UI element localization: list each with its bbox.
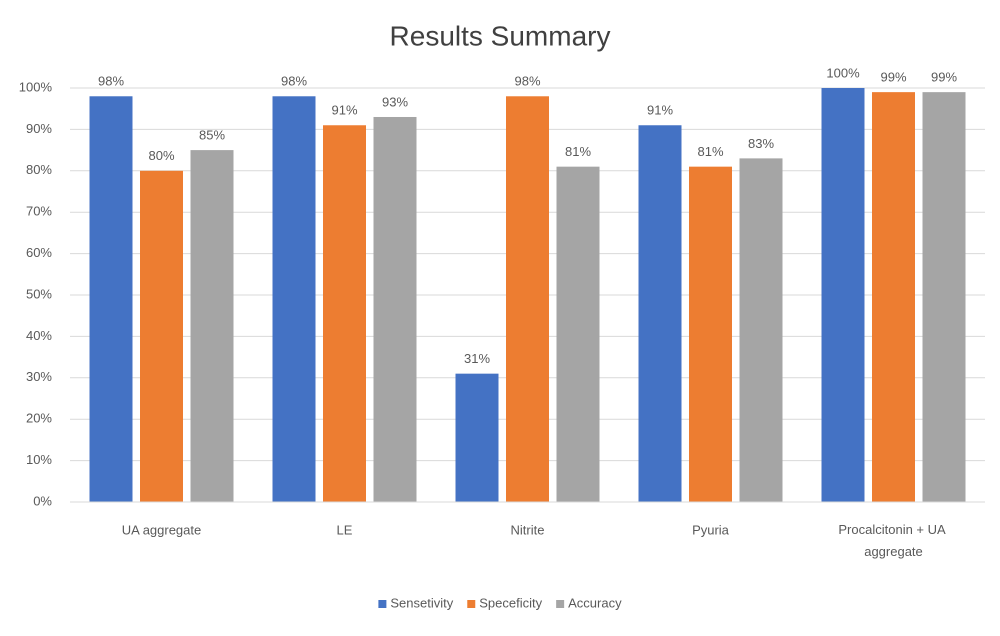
legend-label: Accuracy <box>568 595 622 610</box>
legend-item: Speceficity <box>467 595 543 610</box>
y-tick-label: 60% <box>26 245 52 260</box>
y-tick-label: 20% <box>26 411 52 426</box>
legend-swatch <box>378 600 387 608</box>
y-tick-label: 50% <box>26 286 52 301</box>
bar <box>739 158 783 502</box>
y-tick-label: 70% <box>26 204 52 219</box>
value-label: 83% <box>748 136 774 151</box>
y-tick-label: 30% <box>26 369 52 384</box>
bar <box>373 116 417 502</box>
y-tick-label: 0% <box>33 493 52 508</box>
value-label: 80% <box>148 148 174 163</box>
y-tick-label: 80% <box>26 162 52 177</box>
bar <box>689 166 732 502</box>
bar <box>638 125 682 502</box>
value-label: 81% <box>565 144 591 159</box>
legend-swatch <box>467 600 476 608</box>
value-label: 99% <box>931 70 957 85</box>
bar <box>272 96 316 502</box>
legend-item: Accuracy <box>556 595 622 610</box>
y-tick-label: 100% <box>19 79 53 94</box>
legend-swatch <box>556 600 565 608</box>
value-label: 93% <box>382 94 408 109</box>
value-label: 91% <box>331 103 357 118</box>
value-label: 98% <box>281 74 307 89</box>
x-tick-label: LE <box>337 522 353 537</box>
value-label: 98% <box>514 74 540 89</box>
value-label: 99% <box>880 70 906 85</box>
legend-label: Speceficity <box>479 595 542 610</box>
value-label: 85% <box>199 128 225 143</box>
label-line: aggregate <box>864 544 923 559</box>
bar <box>455 373 499 502</box>
bar <box>140 170 183 503</box>
legend-label: Sensetivity <box>390 595 453 610</box>
bar <box>506 96 549 502</box>
x-tick-label: UA aggregate <box>122 522 202 537</box>
chart-title: Results Summary <box>390 20 611 51</box>
bar <box>190 150 234 502</box>
x-tick-label: Procalcitonin + UA aggregate <box>838 522 948 559</box>
bar <box>556 166 600 502</box>
y-tick-label: 90% <box>26 121 52 136</box>
value-label: 81% <box>697 144 723 159</box>
bar <box>323 125 366 502</box>
value-label: 91% <box>647 103 673 118</box>
x-tick-label: Nitrite <box>511 522 545 537</box>
bar <box>922 92 966 502</box>
x-tick-label: Pyuria <box>692 522 730 537</box>
value-label: 31% <box>464 351 490 366</box>
y-tick-label: 10% <box>26 452 52 467</box>
label-line: Procalcitonin + UA <box>838 522 948 537</box>
legend-item: Sensetivity <box>378 595 454 610</box>
bar <box>872 92 915 502</box>
bar <box>89 96 133 502</box>
bar <box>821 88 865 502</box>
value-label: 100% <box>826 65 860 80</box>
value-label: 98% <box>98 74 124 89</box>
y-tick-label: 40% <box>26 328 52 343</box>
